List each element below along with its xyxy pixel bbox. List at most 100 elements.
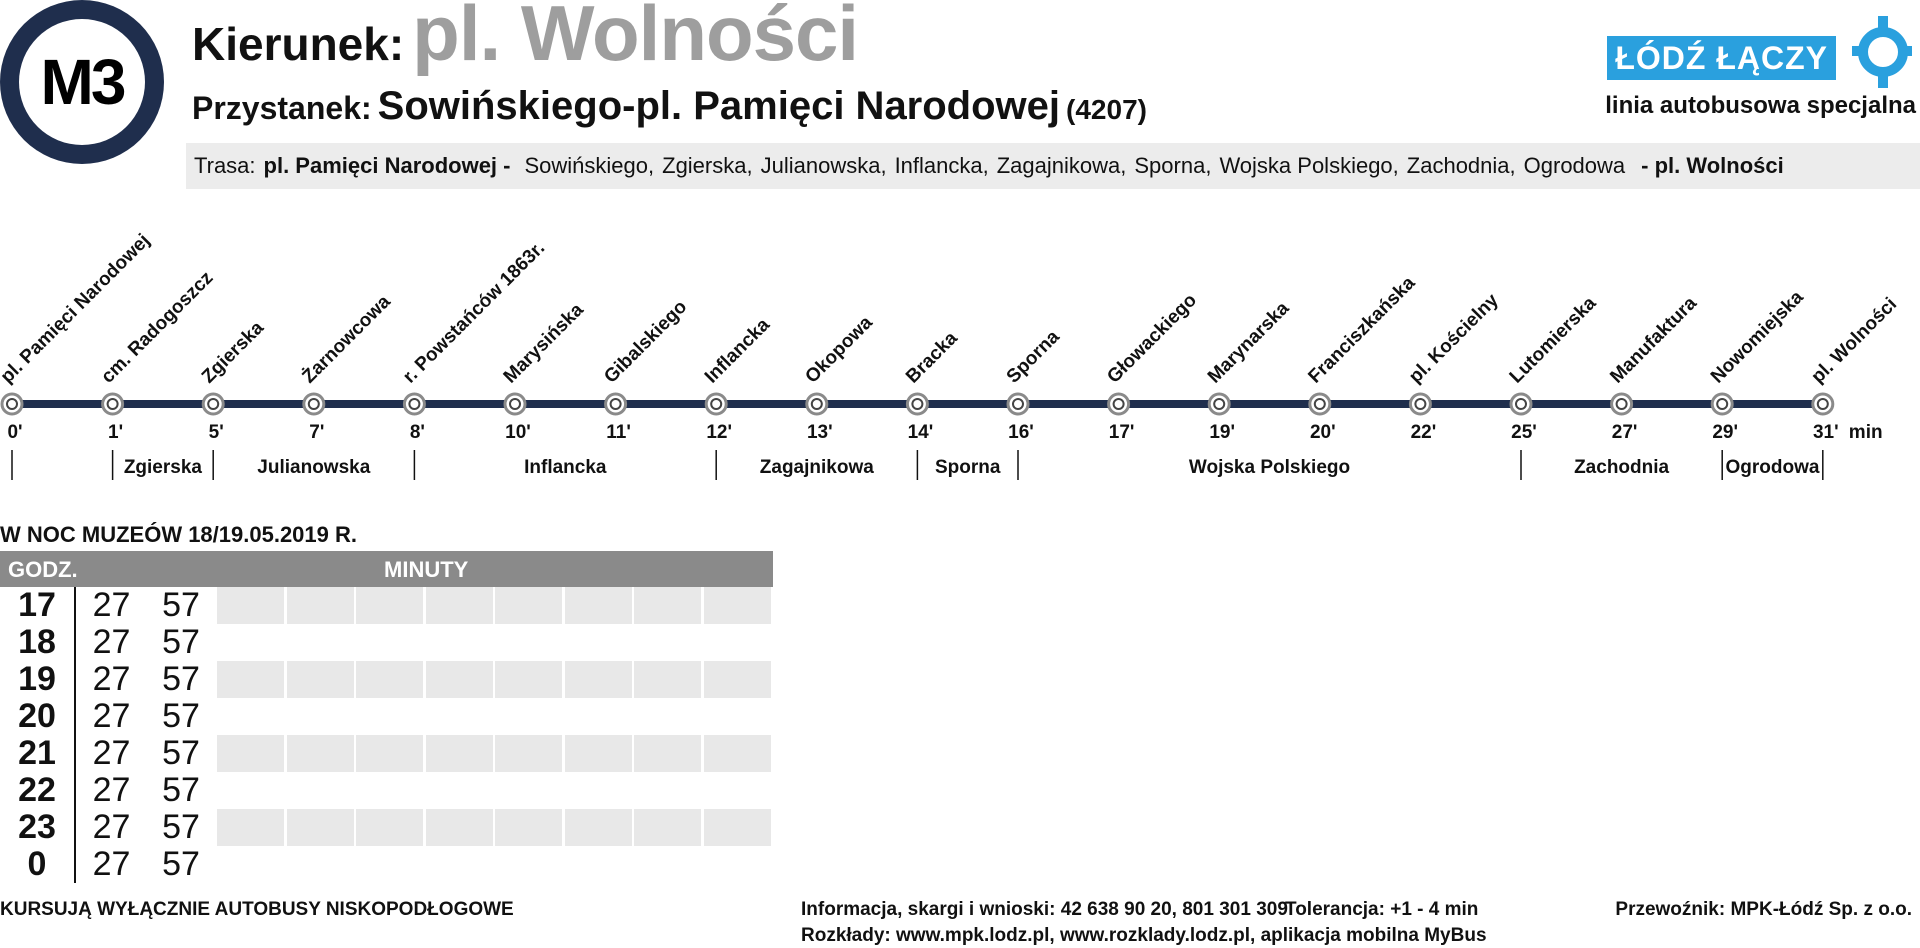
info-contacts: Informacja, skargi i wnioski: 42 638 90 … <box>801 899 1288 920</box>
minute-cell <box>217 661 284 698</box>
stop-time-label: 16' <box>1008 422 1034 443</box>
stop-name-label: Nowomiejska <box>1707 287 1808 388</box>
minute-cell <box>703 735 771 772</box>
minute-cell: 57 <box>162 586 200 624</box>
minute-cell <box>704 846 771 883</box>
low-floor-note: KURSUJĄ WYŁĄCZNIE AUTOBUSY NISKOPODŁOGOW… <box>0 899 514 920</box>
stop-time-label: 12' <box>706 422 732 443</box>
stop-time-label: 1' <box>108 422 123 443</box>
minute-cell <box>426 624 493 661</box>
stop-time-label: 19' <box>1209 422 1235 443</box>
minute-cell <box>217 587 284 624</box>
timetable-row: 23 27 57 <box>0 809 773 846</box>
minute-cell <box>565 772 632 809</box>
minute-cell <box>426 846 493 883</box>
brand-logo: ŁÓDŹ ŁĄCZY linia autobusowa specjalna <box>1605 16 1916 126</box>
stop-marker <box>1610 392 1634 416</box>
minute-cell <box>217 846 284 883</box>
minute-cell: 57 <box>162 771 200 809</box>
route-street: Julianowska, <box>760 153 887 178</box>
line-number: M3 <box>19 19 145 145</box>
minute-cell <box>287 698 354 735</box>
timetable-body: 17 27 57 18 27 57 19 27 57 20 27 57 21 27 57 22 27 57 23 27… <box>0 587 773 883</box>
stop-name-label: Okopowa <box>801 312 877 388</box>
timetable-row: 0 27 57 <box>0 846 773 883</box>
direction-label: Kierunek: <box>192 18 405 70</box>
route-end: - pl. Wolności <box>1641 153 1784 178</box>
minute-cell <box>425 735 493 772</box>
stop-marker <box>402 392 426 416</box>
minute-cell <box>217 698 284 735</box>
minute-cell <box>495 587 562 624</box>
minute-cell <box>356 698 423 735</box>
hour-cell: 22 <box>0 772 76 809</box>
minute-cell <box>565 698 632 735</box>
minute-cell <box>356 624 423 661</box>
timetable-row: 17 27 57 <box>0 587 773 624</box>
timetable-header: GODZ. MINUTY <box>0 551 773 587</box>
route-street: Sporna, <box>1134 153 1212 178</box>
stop-name-label: Żarnowcowa <box>298 291 395 388</box>
minute-cell <box>287 624 354 661</box>
direction-value: pl. Wolności <box>412 0 859 77</box>
stop-time-label: 17' <box>1109 422 1135 443</box>
minute-cell: 57 <box>162 623 200 661</box>
minute-cell: 27 <box>92 586 131 624</box>
stop-code: (4207) <box>1066 94 1147 125</box>
minute-cell <box>564 809 632 846</box>
minute-cell <box>495 698 562 735</box>
minute-cell <box>634 772 701 809</box>
route-street: Zgierska, <box>662 153 753 178</box>
minute-cell <box>704 624 771 661</box>
minute-cell <box>564 735 632 772</box>
street-segment-label: Julianowska <box>257 457 370 478</box>
minute-cell: 57 <box>162 808 200 846</box>
brand-mark-icon <box>1852 16 1912 88</box>
stop-marker <box>101 392 125 416</box>
street-segment-label: Ogrodowa <box>1726 457 1820 478</box>
route-street: Zagajnikowa, <box>996 153 1127 178</box>
minute-cell: 27 <box>92 771 131 809</box>
minute-cell <box>634 735 701 772</box>
route-street: Wojska Polskiego, <box>1219 153 1399 178</box>
line-badge: M3 <box>0 0 164 164</box>
hour-cell: 17 <box>0 587 76 624</box>
minute-cell <box>286 587 354 624</box>
hour-cell: 19 <box>0 661 76 698</box>
stop-name-label: pl. Wolności <box>1807 294 1901 388</box>
minute-cell <box>634 846 701 883</box>
timetable-row: 18 27 57 <box>0 624 773 661</box>
minute-cell <box>217 624 284 661</box>
minute-cell <box>634 587 701 624</box>
stop-marker <box>302 392 326 416</box>
stop-time-label: 5' <box>209 422 224 443</box>
stop-name-label: Lutomierska <box>1506 292 1601 387</box>
tolerance-note: Tolerancja: +1 - 4 min <box>1285 899 1479 920</box>
minute-cell <box>495 735 562 772</box>
route-street: Ogrodowa <box>1523 153 1626 178</box>
minute-cell <box>425 809 493 846</box>
stop-label: Przystanek: <box>192 90 372 126</box>
stop-time-label: 10' <box>505 422 531 443</box>
hour-cell: 20 <box>0 698 76 735</box>
timetable-row: 22 27 57 <box>0 772 773 809</box>
stop-marker <box>1107 392 1131 416</box>
minute-cell <box>495 809 562 846</box>
timetable: GODZ. MINUTY 17 27 57 18 27 57 19 27 57 20 27 57 21 2… <box>0 551 773 883</box>
stop-name-label: Bracka <box>902 328 962 388</box>
hour-cell: 23 <box>0 809 76 846</box>
minute-cell <box>704 698 771 735</box>
route-start: pl. Pamięci Narodowej - <box>263 153 511 178</box>
route-street: Sowińskiego, <box>524 153 655 178</box>
direction-row: Kierunek: pl. Wolności <box>192 0 859 79</box>
route-label: Trasa: <box>194 153 256 178</box>
stop-row: Przystanek: Sowińskiego-pl. Pamięci Narod… <box>192 84 1147 129</box>
stop-name-label: Zgierska <box>198 317 268 387</box>
minute-cell <box>703 587 771 624</box>
route-bar: Trasa: pl. Pamięci Narodowej - Sowińskiego… <box>186 143 1920 189</box>
stop-marker <box>604 392 628 416</box>
minute-cell: 27 <box>92 734 131 772</box>
minute-cell <box>703 661 771 698</box>
minutes-header: MINUTY <box>384 557 469 582</box>
